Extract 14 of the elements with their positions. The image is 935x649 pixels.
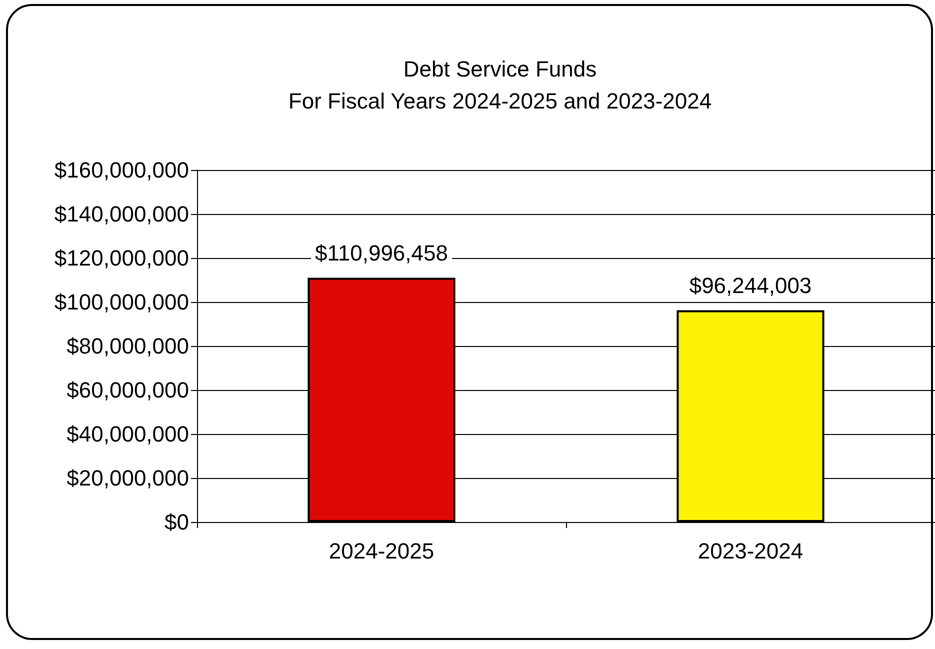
y-tick-label: $80,000,000 (66, 334, 189, 358)
x-tick-label: 2024-2025 (328, 538, 434, 564)
data-label: $110,996,458 (315, 240, 448, 266)
chart-title: Debt Service Funds For Fiscal Years 2024-2025 and 2023-2024 (288, 56, 712, 114)
y-tick-label: $0 (164, 510, 189, 534)
y-tick-label: $20,000,000 (66, 466, 189, 490)
y-tick-label: $40,000,000 (66, 422, 189, 446)
y-tick-label: $60,000,000 (66, 378, 189, 402)
y-tick-label: $140,000,000 (54, 202, 189, 226)
x-tick-label: 2023-2024 (698, 538, 804, 564)
y-tick-label: $120,000,000 (54, 246, 189, 270)
data-label: $96,244,003 (689, 272, 812, 298)
y-tick-label: $160,000,000 (54, 158, 189, 182)
y-tick-label: $100,000,000 (54, 290, 189, 314)
